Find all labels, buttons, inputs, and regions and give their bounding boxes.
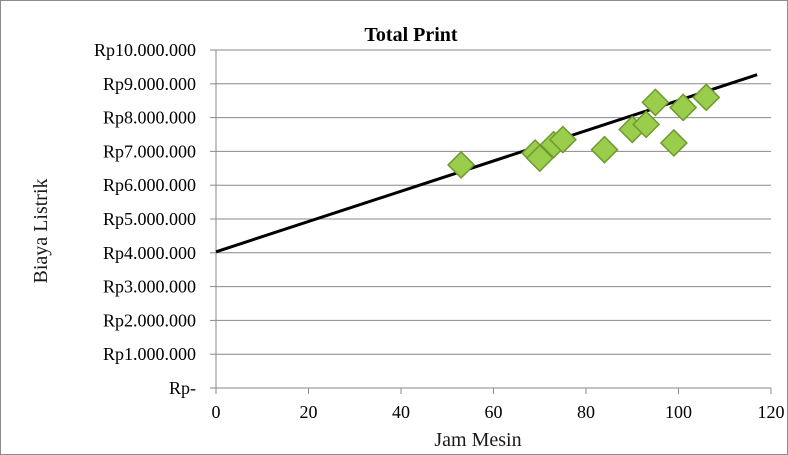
x-tick-label: 40 — [392, 402, 410, 422]
y-tick-label: Rp7.000.000 — [103, 141, 196, 161]
x-tick-label: 100 — [665, 402, 692, 422]
data-point — [641, 88, 670, 117]
data-point — [692, 83, 721, 112]
data-point — [447, 150, 476, 179]
y-axis-label: Biaya Listrik — [30, 179, 52, 284]
y-tick-label: Rp9.000.000 — [103, 74, 196, 94]
chart-title: Total Print — [364, 24, 457, 46]
y-tick-label: Rp1.000.000 — [103, 344, 196, 364]
data-points — [447, 83, 721, 179]
grid-layer — [216, 49, 771, 355]
x-tick-label: 60 — [485, 402, 503, 422]
y-tick-labels: Rp- Rp1.000.000 Rp2.000.000 Rp3.000.000 Rp4.… — [94, 40, 196, 398]
y-tick-label: Rp4.000.000 — [103, 243, 196, 263]
x-tick-label: 120 — [758, 402, 785, 422]
x-tick-label: 0 — [212, 402, 221, 422]
y-tick-label: Rp6.000.000 — [103, 175, 196, 195]
data-point — [659, 128, 688, 158]
x-tick-label: 20 — [300, 402, 318, 422]
y-tick-label: Rp3.000.000 — [103, 277, 196, 297]
axis-layer — [210, 49, 772, 394]
data-point — [590, 135, 619, 164]
data-point — [669, 93, 698, 122]
x-tick-label: 80 — [577, 402, 595, 422]
y-tick-label: Rp- — [169, 378, 196, 398]
y-tick-label: Rp8.000.000 — [103, 108, 196, 128]
x-axis-label: Jam Mesin — [434, 429, 521, 451]
data-point — [525, 144, 554, 173]
y-tick-label: Rp10.000.000 — [94, 40, 196, 60]
y-tick-label: Rp5.000.000 — [103, 209, 196, 229]
y-tick-label: Rp2.000.000 — [103, 310, 196, 330]
data-point — [548, 125, 577, 154]
data-point — [632, 110, 661, 139]
x-tick-labels: 0 20 40 60 80 100 120 — [212, 402, 785, 422]
